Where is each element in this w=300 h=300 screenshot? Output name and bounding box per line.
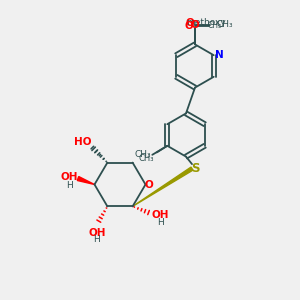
Text: O: O <box>190 20 200 30</box>
Text: CH₃: CH₃ <box>139 154 154 163</box>
Text: O: O <box>185 18 194 28</box>
Text: H: H <box>157 218 164 227</box>
Polygon shape <box>133 167 193 206</box>
Text: HO: HO <box>74 137 92 147</box>
Text: H: H <box>94 236 100 244</box>
Text: O: O <box>145 179 154 190</box>
Text: S: S <box>191 162 199 175</box>
Text: OH: OH <box>88 228 106 238</box>
Text: N: N <box>215 50 224 60</box>
Text: CH₃: CH₃ <box>207 21 222 30</box>
Text: methoxy: methoxy <box>187 18 226 27</box>
Text: O: O <box>184 21 193 31</box>
Text: OH: OH <box>152 210 169 220</box>
Text: OH: OH <box>60 172 78 182</box>
Text: H: H <box>66 182 73 190</box>
Text: CH₃: CH₃ <box>134 150 151 159</box>
Polygon shape <box>77 176 94 184</box>
Text: CH₃: CH₃ <box>217 20 233 29</box>
